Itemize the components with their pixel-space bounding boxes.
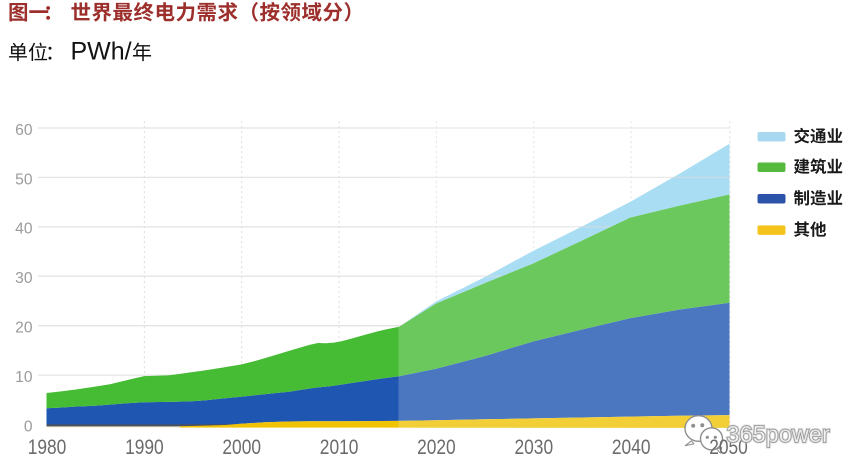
svg-text:50: 50 [15, 171, 33, 188]
svg-text:2010: 2010 [320, 436, 359, 459]
svg-text:PWh/: PWh/ [71, 38, 132, 66]
svg-text:0: 0 [24, 418, 33, 435]
svg-text:10: 10 [15, 369, 33, 386]
svg-text:365power: 365power [727, 421, 831, 447]
svg-text:2030: 2030 [515, 436, 554, 459]
svg-text:1990: 1990 [125, 436, 164, 459]
svg-text:1980: 1980 [28, 436, 67, 459]
svg-text:60: 60 [15, 122, 33, 139]
svg-text:2000: 2000 [222, 436, 261, 459]
svg-text:40: 40 [15, 221, 33, 238]
svg-text:30: 30 [15, 270, 33, 287]
svg-text:2020: 2020 [417, 436, 456, 459]
svg-text:2040: 2040 [612, 436, 651, 459]
svg-text:20: 20 [15, 320, 33, 337]
svg-text:2050: 2050 [709, 436, 748, 459]
svg-text:365power: 365power [727, 421, 831, 447]
